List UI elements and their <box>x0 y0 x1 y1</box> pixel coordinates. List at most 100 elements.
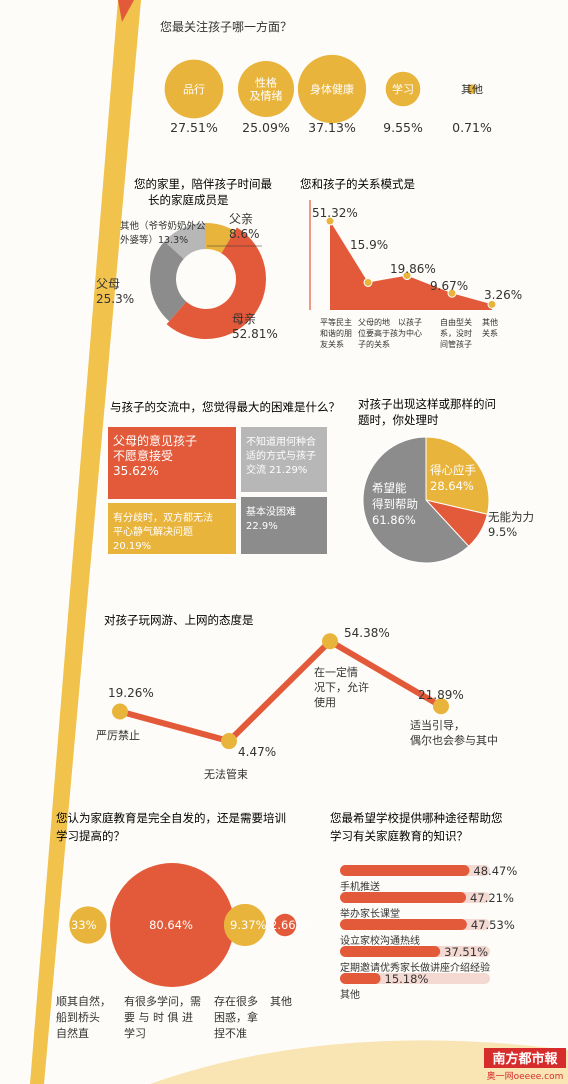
donut-label-2: 其他（爷爷奶奶外公 <box>120 220 206 232</box>
logo-box <box>484 1048 566 1068</box>
bar-1 <box>340 892 467 903</box>
bubble-value-0: 27.51% <box>170 120 218 135</box>
area-value-3: 9.67% <box>430 279 468 293</box>
treemap-label-1: 交流 21.29% <box>246 463 307 476</box>
decor-bottom-swoosh <box>150 1040 568 1084</box>
bubble-value-2: 37.13% <box>308 120 356 135</box>
bubble-value-3: 9.55% <box>383 120 423 135</box>
decor-ribbon-red <box>118 0 134 22</box>
bubble7-value-1: 80.64% <box>149 918 193 932</box>
bubble7-cat-0: 自然直 <box>56 1026 89 1040</box>
bubble7-cat-0: 船到桥头 <box>56 1010 100 1024</box>
bar-value-1: 47.21% <box>470 891 514 905</box>
bubble7-cat-2: 困惑，拿 <box>214 1010 258 1024</box>
area-fill <box>330 221 492 310</box>
bar-value-4: 15.18% <box>385 972 429 986</box>
line-value-1: 4.47% <box>238 745 276 759</box>
bar-cat-2: 设立家校沟通热线 <box>340 934 420 947</box>
area-cat-0: 和谐的朋 <box>320 328 352 338</box>
area-cat-2: 以孩子 <box>398 317 422 327</box>
treemap-label-1: 适的方式与孩子 <box>246 449 316 462</box>
line-value-3: 21.89% <box>418 688 464 702</box>
pie-slice-0 <box>425 436 490 515</box>
bar-2 <box>340 919 467 930</box>
line-point-0 <box>112 703 128 720</box>
pie-label-0: 28.64% <box>430 479 474 493</box>
chart3-title: 您和孩子的关系模式是 <box>300 177 415 191</box>
area-cat-4: 关系 <box>482 328 498 338</box>
chart5-title-line2: 题时，你处理时 <box>358 413 439 427</box>
area-cat-1: 子的关系 <box>358 339 390 349</box>
line-series <box>119 638 443 745</box>
donut-slice-0 <box>166 227 266 339</box>
area-value-4: 3.26% <box>484 288 522 302</box>
bubble-label-1: 及情绪 <box>250 89 283 103</box>
bar-3 <box>340 946 441 957</box>
bubble-3 <box>385 71 421 107</box>
chart1-title: 您最关注孩子哪一方面？ <box>160 19 292 34</box>
treemap-label-2: 有分歧时，双方都无法 <box>113 511 213 524</box>
donut-label-1: 25.3% <box>96 292 134 306</box>
area-cat-0: 友关系 <box>320 339 344 349</box>
donut-slice-1 <box>149 241 187 322</box>
line-value-0: 19.26% <box>108 686 154 700</box>
donut-label-2: 外婆等）13.3% <box>120 234 188 246</box>
pie-label-2: 得到帮助 <box>372 497 418 511</box>
pie-slice-2 <box>362 436 470 564</box>
bar-cat-1: 举办家长课堂 <box>340 907 400 920</box>
bar-value-3: 37.51% <box>444 945 488 959</box>
decor-ribbon <box>30 0 141 1084</box>
donut-label-0: 52.81% <box>232 327 278 341</box>
donut-label-3: 父亲 <box>229 212 253 226</box>
bubble-1 <box>237 60 295 118</box>
chart8-title-line1: 您最希望学校提供哪种途径帮助您 <box>330 811 503 825</box>
line-cat-2: 使用 <box>314 696 336 709</box>
chart8-group: 48.47% 手机推送 47.21% 举办家长课堂 47.53% 设立家校沟通热线 37.5… <box>340 864 517 1001</box>
bubble-0 <box>164 59 224 119</box>
chart2-title-line1: 您的家里，陪伴孩子时间最 <box>134 177 272 191</box>
line-point-1 <box>221 733 237 750</box>
line-cat-1: 无法管束 <box>204 767 248 781</box>
bar-value-0: 48.47% <box>473 864 517 878</box>
bubble7-1 <box>110 863 234 987</box>
bubble-value-1: 25.09% <box>242 120 290 135</box>
treemap-label-3: 22.9% <box>246 521 278 532</box>
bubble-2 <box>297 54 367 124</box>
bubble7-cat-3: 其他 <box>270 995 292 1008</box>
pie-label-2: 61.86% <box>372 513 416 527</box>
bubble7-value-0: 7.33% <box>60 918 97 932</box>
treemap-label-2: 平心静气解决问题 <box>113 525 193 538</box>
donut-label-0: 母亲 <box>232 312 256 326</box>
bar-4 <box>340 973 381 984</box>
area-value-2: 19.86% <box>390 262 436 276</box>
bubble-label-2: 身体健康 <box>310 82 354 96</box>
area-cat-1: 父母的地 <box>358 317 390 327</box>
bubble-label-3: 学习 <box>392 82 414 96</box>
area-cat-3: 系，没时 <box>440 328 472 338</box>
treemap-label-0: 父母的意见孩子 <box>113 433 197 448</box>
line-value-2: 54.38% <box>344 626 390 640</box>
bubble7-cat-2: 存在很多 <box>214 994 258 1008</box>
line-point-3 <box>433 698 449 715</box>
area-value-1: 15.9% <box>350 238 388 252</box>
treemap-label-1: 不知道用何种合 <box>246 435 316 448</box>
bubble-label-4: 其他 <box>461 83 483 96</box>
area-point-3 <box>447 288 457 298</box>
logo-site: 奥一网oeeee.com <box>487 1070 564 1082</box>
line-point-2 <box>322 633 338 650</box>
area-cat-3: 间管孩子 <box>440 339 472 349</box>
treemap-label-0: 不愿意接受 <box>113 448 173 463</box>
pie-label-1: 无能为力 <box>488 510 534 524</box>
treemap-label-3: 基本没困难 <box>246 505 296 518</box>
line-cat-3: 偶尔也会参与其中 <box>410 733 498 747</box>
bubble7-3 <box>273 913 297 937</box>
bubble-value-4: 0.71% <box>452 120 492 135</box>
bubble7-cat-0: 顺其自然， <box>56 994 111 1008</box>
area-point-1 <box>363 277 373 287</box>
line-cat-2: 况下，允许 <box>314 680 369 694</box>
area-point-0 <box>325 216 335 226</box>
